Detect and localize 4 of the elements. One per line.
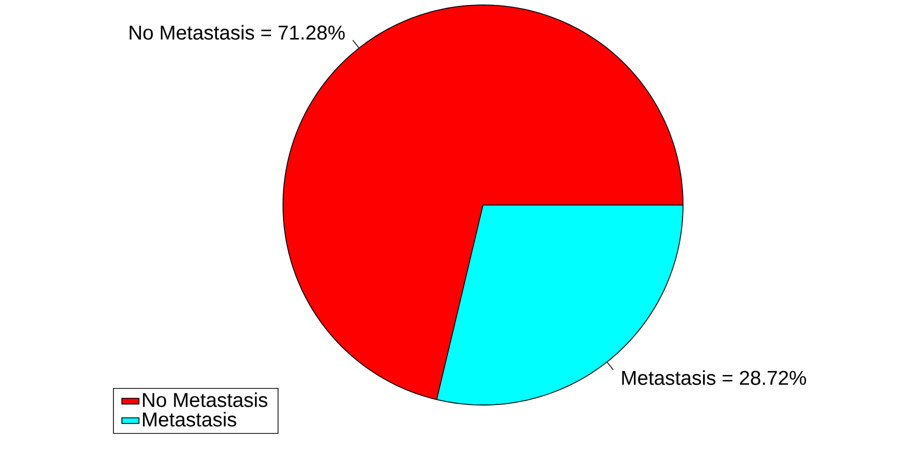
- data-label: No Metastasis = 71.28%: [130, 25, 345, 40]
- legend-label: No Metastasis: [143, 392, 268, 408]
- data-label: Metastasis = 28.72%: [622, 370, 806, 385]
- legend-label: Metastasis: [143, 412, 236, 427]
